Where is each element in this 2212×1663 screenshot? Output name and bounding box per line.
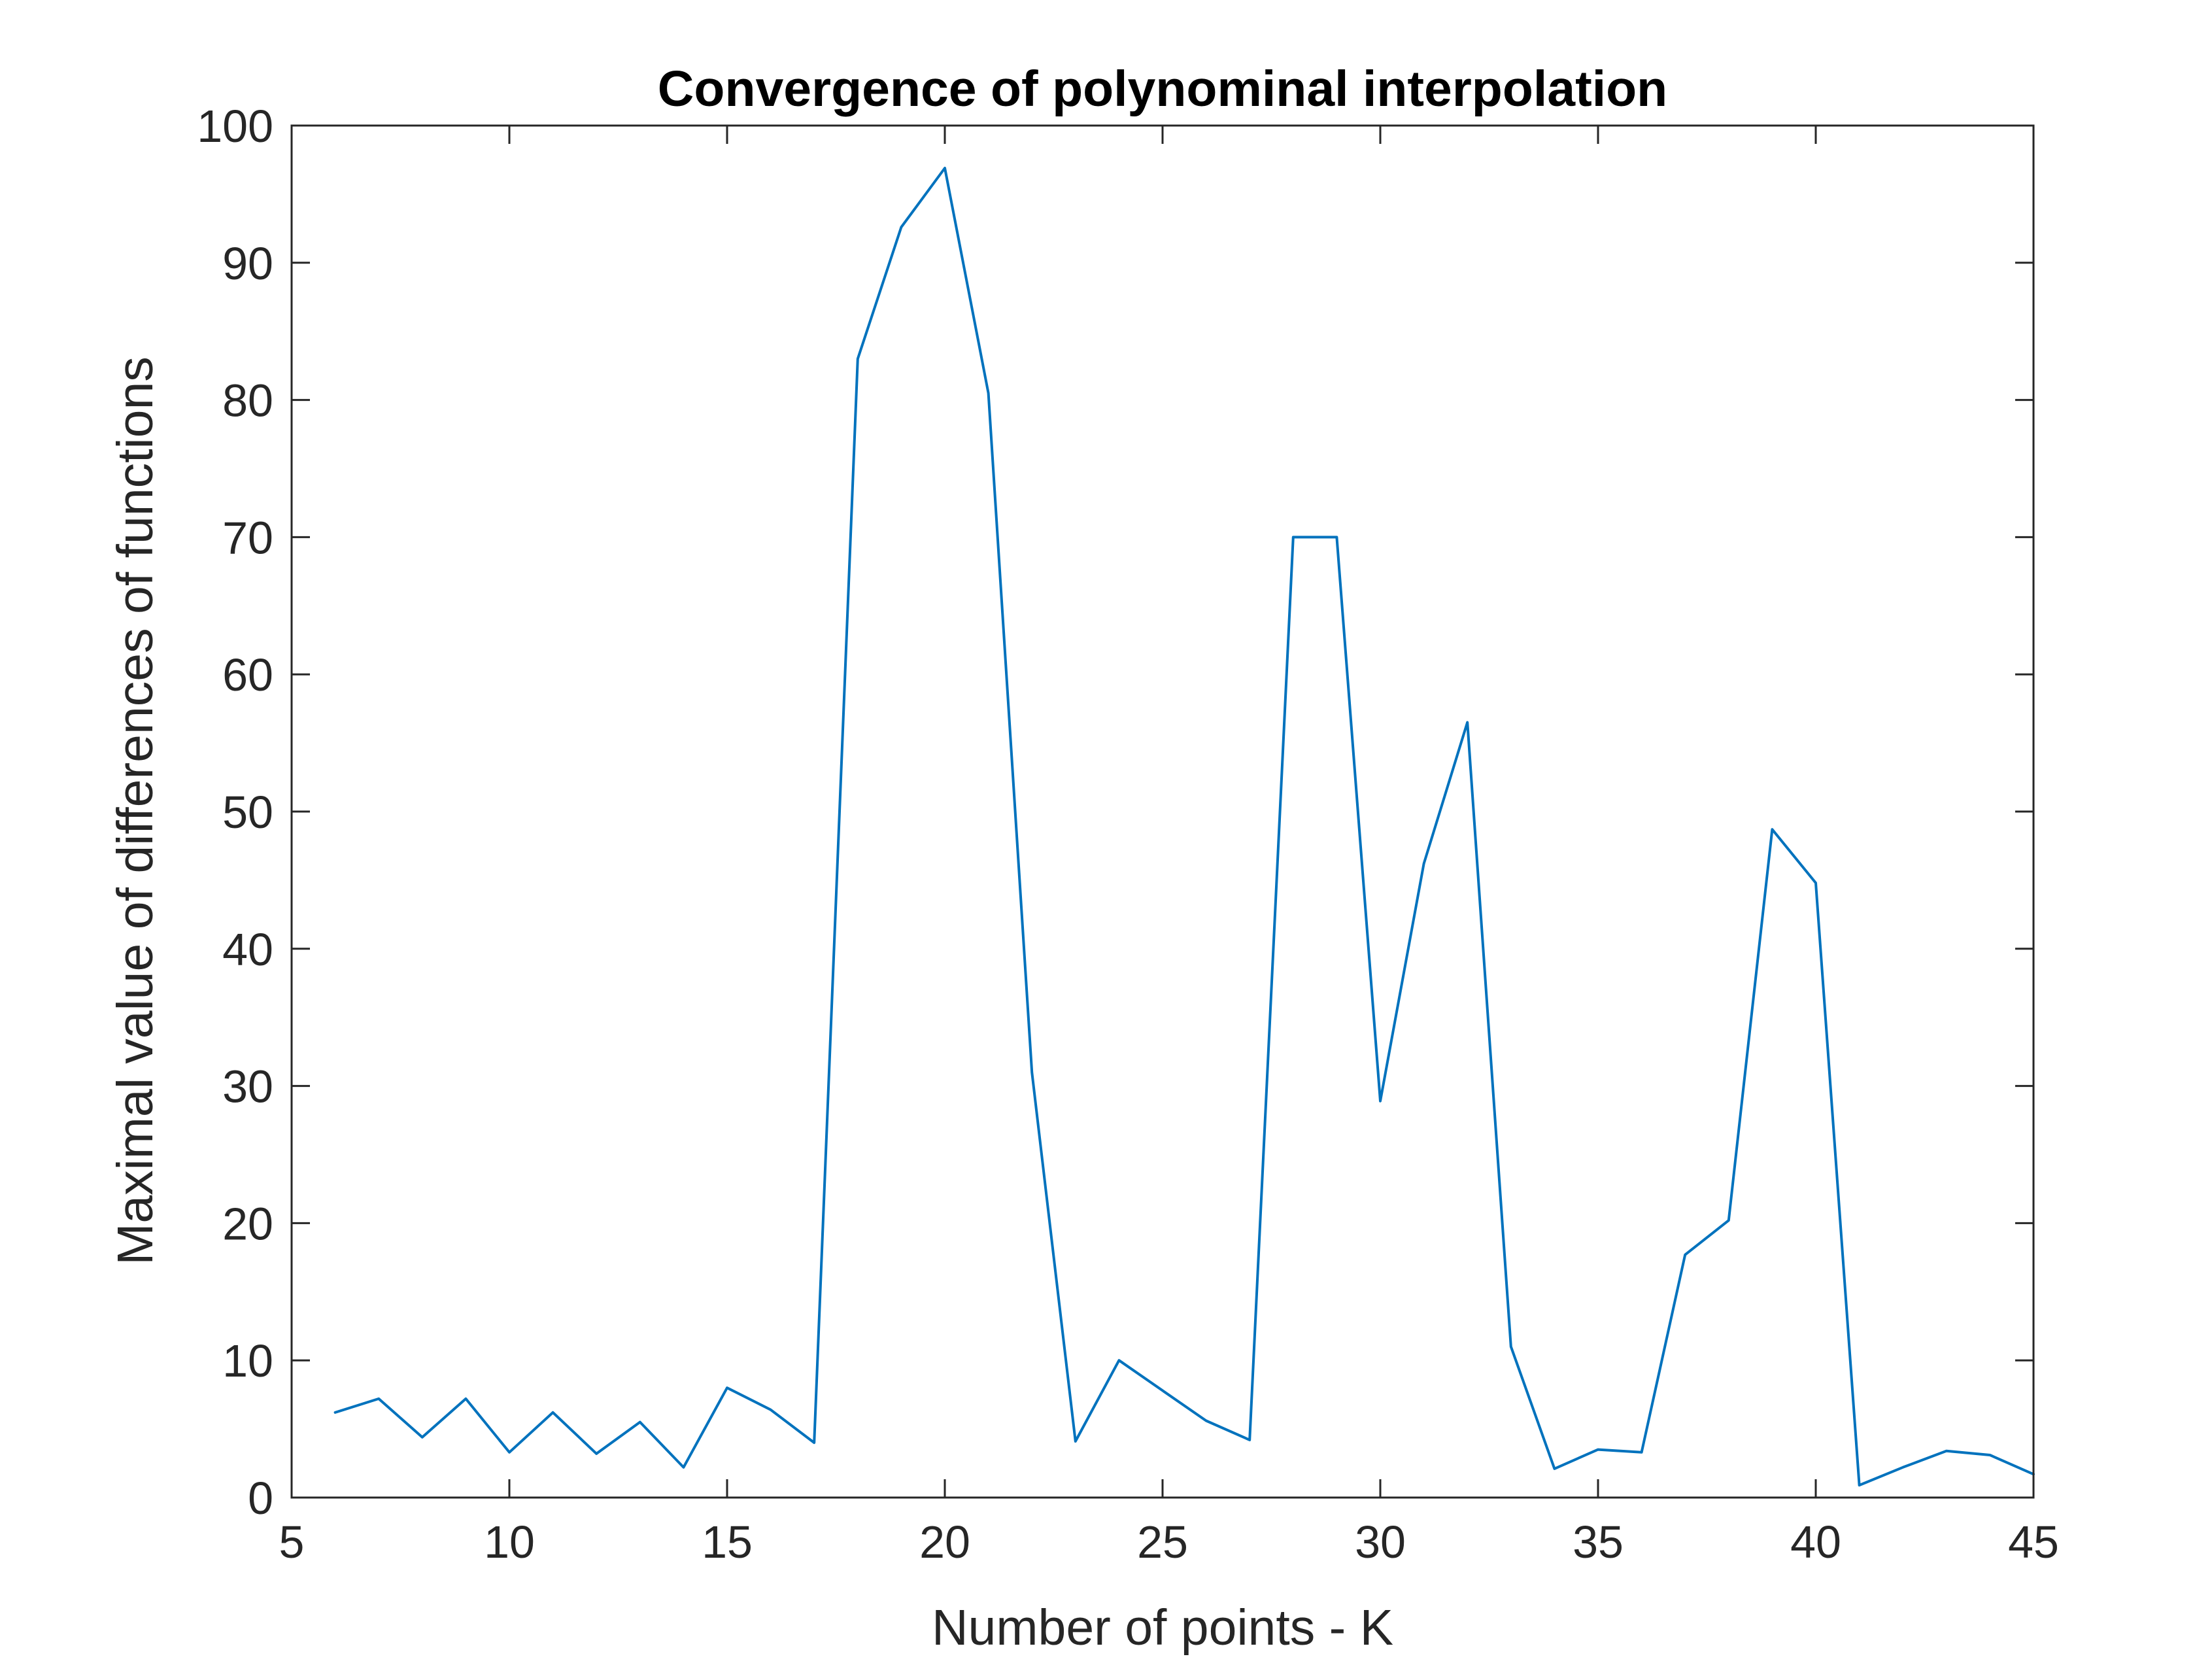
x-tick-label: 45	[2008, 1517, 2059, 1568]
data-layer	[333, 167, 2035, 1487]
y-tick-label: 90	[222, 238, 273, 289]
x-tick-label: 35	[1573, 1517, 1624, 1568]
y-tick-label: 40	[222, 924, 273, 975]
x-tick-label: 10	[484, 1517, 535, 1568]
chart-title: Convergence of polynominal interpolation	[658, 61, 1667, 117]
x-tick-label: 15	[702, 1517, 753, 1568]
y-tick-label: 30	[222, 1061, 273, 1112]
y-tick-label: 50	[222, 787, 273, 838]
x-tick-label: 30	[1355, 1517, 1406, 1568]
x-tick-label: 20	[919, 1517, 970, 1568]
y-tick-label: 80	[222, 375, 273, 426]
y-tick-label: 0	[248, 1473, 273, 1524]
y-tick-label: 20	[222, 1198, 273, 1249]
axes-layer: 5 10 15 20 25 30 35 40 45 0 10 20 30 40 50 60 70 80 90 100	[197, 101, 2059, 1568]
y-tick-label: 70	[222, 512, 273, 563]
x-axis-label: Number of points - K	[932, 1600, 1393, 1656]
y-axis-label: Maximal value of differences of function…	[107, 356, 163, 1265]
y-tick-label: 10	[222, 1335, 273, 1386]
x-tick-label: 40	[1790, 1517, 1841, 1568]
y-tick-label: 60	[222, 649, 273, 700]
x-tick-label: 25	[1137, 1517, 1188, 1568]
y-tick-label: 100	[197, 101, 273, 152]
series-line	[333, 167, 2035, 1487]
x-tick-label: 5	[279, 1517, 305, 1568]
